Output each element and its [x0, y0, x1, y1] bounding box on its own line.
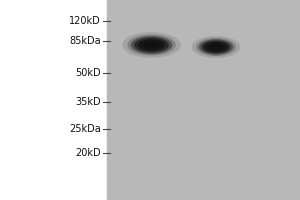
Text: 25kDa: 25kDa	[69, 124, 100, 134]
Text: 85kDa: 85kDa	[69, 36, 100, 46]
Ellipse shape	[199, 39, 233, 55]
Text: 20kD: 20kD	[75, 148, 100, 158]
Ellipse shape	[134, 38, 169, 52]
Ellipse shape	[205, 42, 227, 52]
Ellipse shape	[202, 40, 230, 53]
Ellipse shape	[131, 36, 172, 54]
Ellipse shape	[138, 39, 165, 51]
Ellipse shape	[192, 36, 240, 58]
Ellipse shape	[209, 44, 223, 50]
Bar	[106, 0, 300, 200]
Ellipse shape	[127, 34, 176, 55]
Ellipse shape	[196, 38, 236, 56]
Text: 35kD: 35kD	[75, 97, 100, 107]
Ellipse shape	[143, 41, 160, 49]
Ellipse shape	[122, 32, 181, 58]
Text: 120kD: 120kD	[69, 16, 100, 26]
Text: 50kD: 50kD	[75, 68, 100, 78]
